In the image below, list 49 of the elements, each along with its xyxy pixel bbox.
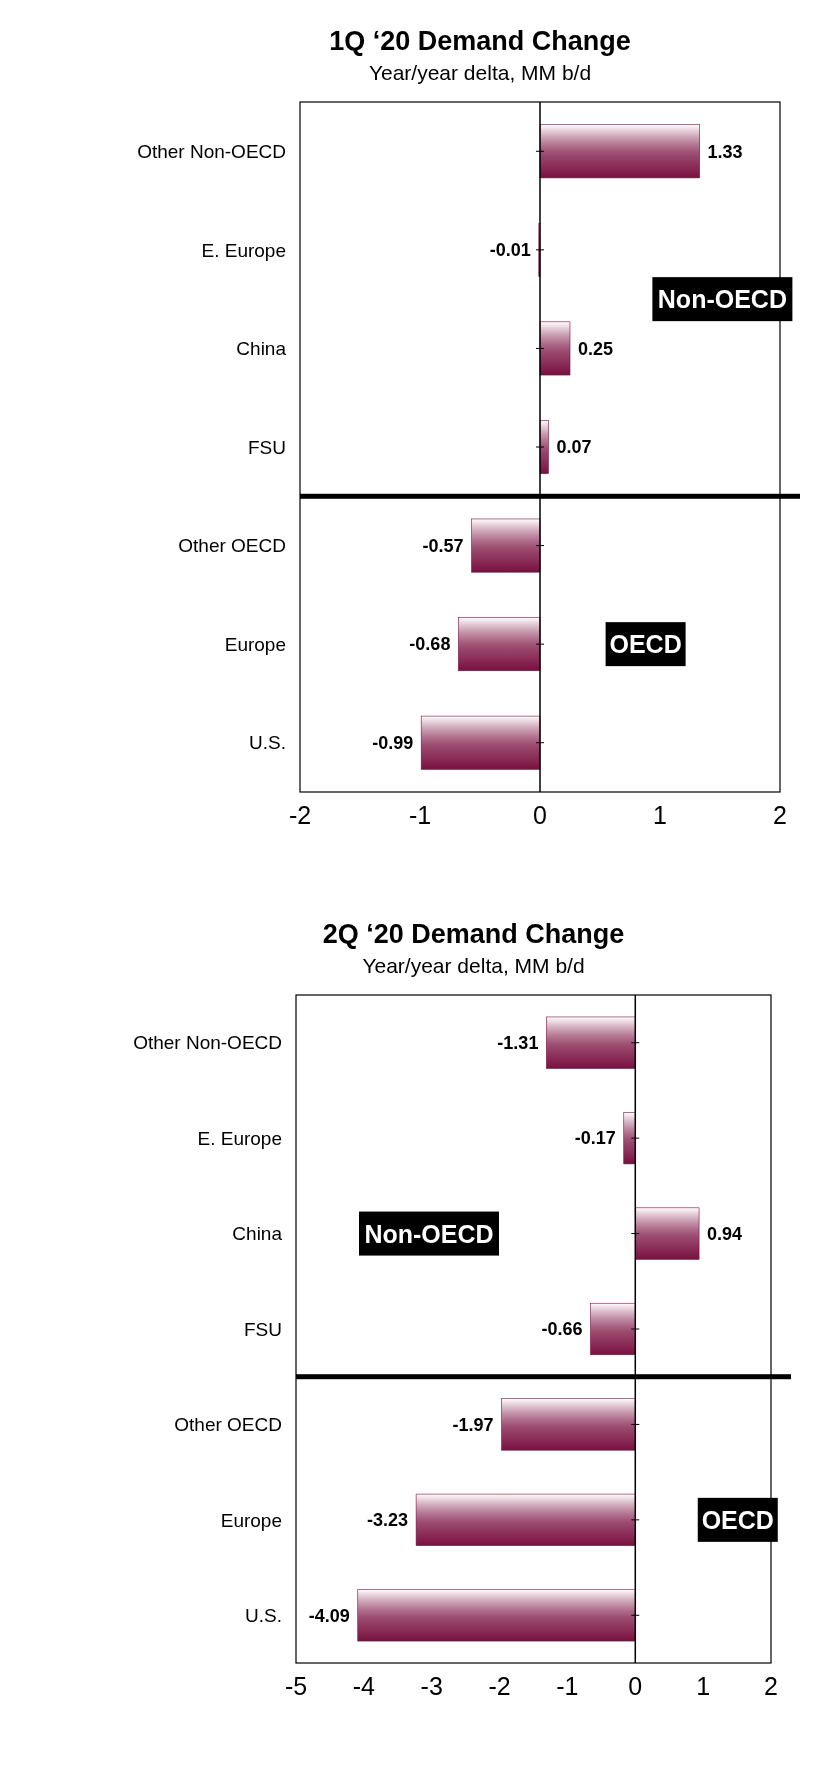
x-tick-label: -5 bbox=[284, 1672, 308, 1700]
y-tick-label: U.S. bbox=[249, 732, 286, 754]
x-tick-label: -2 bbox=[288, 801, 312, 829]
x-tick-label: -2 bbox=[488, 1672, 511, 1700]
annotation: Non-OECD bbox=[657, 285, 787, 314]
x-tick-label: 1 bbox=[696, 1672, 711, 1700]
data-label: 1.33 bbox=[707, 141, 743, 162]
y-tick-label: FSU bbox=[248, 436, 286, 458]
data-label: 0.94 bbox=[707, 1223, 743, 1244]
x-tick-label: -4 bbox=[352, 1672, 376, 1700]
data-label: 0.07 bbox=[556, 437, 592, 458]
data-label: -1.31 bbox=[497, 1033, 539, 1054]
y-tick-label: E. Europe bbox=[197, 1127, 282, 1149]
x-tick-label: 2 bbox=[773, 801, 787, 829]
x-tick-label: 1 bbox=[653, 801, 667, 829]
data-label: -0.68 bbox=[409, 634, 451, 655]
y-tick-label: Other OECD bbox=[174, 1414, 282, 1436]
annotation: OECD bbox=[609, 630, 682, 659]
data-label: -4.09 bbox=[308, 1605, 350, 1626]
y-tick-label: Europe bbox=[224, 633, 286, 655]
y-tick-label: Other Non-OECD bbox=[133, 1032, 282, 1054]
x-tick-label: -1 bbox=[556, 1672, 579, 1700]
annotation: OECD bbox=[701, 1505, 774, 1534]
data-label: -1.97 bbox=[452, 1414, 494, 1435]
chart-subtitle: Year/year delta, MM b/d bbox=[362, 954, 585, 977]
y-tick-label: U.S. bbox=[245, 1604, 282, 1626]
y-tick-label: Other OECD bbox=[178, 535, 286, 557]
data-label: -3.23 bbox=[367, 1510, 409, 1531]
data-label: -0.17 bbox=[574, 1128, 616, 1149]
y-tick-label: China bbox=[236, 338, 287, 360]
x-tick-label: -3 bbox=[420, 1672, 443, 1700]
y-tick-label: E. Europe bbox=[201, 239, 286, 261]
y-tick-label: Europe bbox=[220, 1509, 282, 1531]
annotation: Non-OECD bbox=[364, 1219, 494, 1248]
data-label: -0.57 bbox=[422, 535, 464, 556]
x-tick-label: 2 bbox=[764, 1672, 778, 1700]
x-tick-label: 0 bbox=[533, 801, 547, 829]
chart-subtitle: Year/year delta, MM b/d bbox=[368, 61, 592, 84]
y-tick-label: Other Non-OECD bbox=[137, 140, 286, 162]
data-label: -0.01 bbox=[489, 240, 531, 261]
chart-title: 2Q ‘20 Demand Change bbox=[322, 919, 625, 949]
y-tick-label: FSU bbox=[244, 1318, 282, 1340]
y-tick-label: China bbox=[232, 1223, 283, 1245]
chart-title: 1Q ‘20 Demand Change bbox=[329, 26, 631, 56]
data-label: -0.66 bbox=[541, 1319, 583, 1340]
x-tick-label: 0 bbox=[628, 1672, 643, 1700]
data-label: 0.25 bbox=[578, 338, 614, 359]
x-tick-label: -1 bbox=[408, 801, 432, 829]
data-label: -0.99 bbox=[372, 733, 414, 754]
